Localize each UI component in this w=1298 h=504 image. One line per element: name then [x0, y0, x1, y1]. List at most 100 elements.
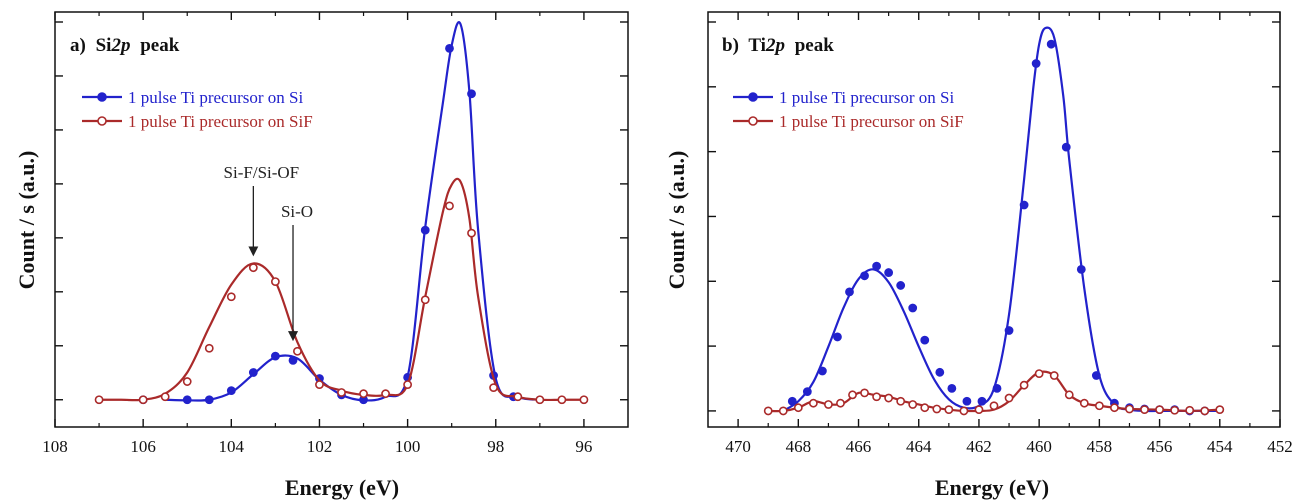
series-group — [763, 26, 1225, 416]
data-point — [1155, 405, 1164, 415]
series-line-2 — [99, 177, 584, 402]
y-axis-ticks — [708, 21, 1280, 412]
data-point — [1004, 326, 1014, 335]
data-point — [1004, 393, 1014, 403]
data-point — [787, 396, 797, 406]
data-point — [959, 406, 969, 416]
data-point — [1094, 401, 1104, 411]
data-point — [420, 295, 430, 305]
data-point — [288, 355, 298, 365]
data-point — [557, 395, 567, 405]
data-point — [989, 401, 999, 411]
series-line-2 — [768, 370, 1220, 413]
panel-title: b) Ti2p peak — [722, 35, 834, 56]
legend-marker — [97, 116, 107, 126]
data-point — [920, 403, 930, 413]
data-point — [337, 388, 346, 397]
x-axis-ticks: 470 468 466 464 462 460 458 456 454 452 — [725, 12, 1293, 456]
data-point — [1019, 380, 1029, 390]
data-point — [908, 303, 918, 313]
data-point — [270, 351, 280, 361]
x-tick-label: 96 — [575, 437, 592, 456]
data-point — [818, 366, 827, 376]
data-point — [535, 395, 545, 405]
data-point — [445, 43, 454, 53]
data-point — [1031, 59, 1041, 68]
data-point — [833, 332, 842, 342]
data-point — [1091, 371, 1101, 380]
legend-marker — [97, 92, 107, 102]
data-point — [947, 383, 957, 393]
series-group — [94, 21, 589, 405]
x-tick-label: 460 — [1026, 437, 1052, 456]
data-point — [824, 400, 833, 409]
data-point — [1076, 264, 1086, 274]
data-point — [977, 396, 987, 406]
data-point — [944, 405, 954, 415]
data-point — [845, 287, 854, 297]
legend-label: 1 pulse Ti precursor on SiF — [128, 112, 313, 131]
data-point — [467, 89, 476, 99]
y-axis-title: Count / s (a.u.) — [664, 151, 689, 290]
data-point — [778, 406, 788, 416]
series-line-1 — [782, 26, 1220, 413]
x-tick-label: 456 — [1147, 437, 1173, 456]
data-point — [94, 395, 104, 405]
data-point — [793, 403, 803, 413]
data-point — [226, 386, 236, 396]
data-point — [381, 389, 390, 399]
x-tick-label: 464 — [906, 437, 932, 456]
data-point — [138, 395, 148, 405]
data-point — [248, 368, 258, 377]
legend: 1 pulse Ti precursor on Si 1 pulse Ti pre… — [733, 88, 964, 131]
data-point — [445, 201, 454, 211]
x-tick-label: 462 — [966, 437, 992, 456]
data-point — [896, 281, 906, 290]
data-point — [293, 346, 302, 356]
data-point — [896, 396, 906, 406]
data-point — [489, 383, 498, 393]
annotation-label: Si-F/Si-OF — [224, 163, 300, 182]
data-point — [908, 400, 918, 409]
data-point — [1064, 390, 1074, 400]
data-point — [248, 263, 258, 273]
data-point — [1185, 405, 1195, 415]
data-point — [1079, 398, 1089, 408]
data-point — [763, 406, 773, 416]
data-point — [1215, 405, 1225, 415]
legend-marker — [748, 116, 758, 126]
data-point — [315, 380, 324, 389]
data-point — [1200, 406, 1210, 416]
panel-a-si2p-chart: 108 106 104 102 100 98 96 Si-F/Si-OF Si-O a) Si… — [14, 11, 629, 500]
data-point — [860, 271, 869, 281]
data-point — [1125, 404, 1134, 414]
data-point — [808, 398, 818, 408]
data-point — [270, 277, 280, 286]
data-point — [420, 225, 430, 235]
data-point — [920, 335, 930, 345]
data-point — [160, 392, 170, 402]
x-tick-label: 102 — [307, 437, 333, 456]
data-point — [579, 395, 589, 405]
x-tick-label: 454 — [1207, 437, 1233, 456]
data-point — [935, 367, 945, 377]
plot-frame — [54, 11, 629, 428]
data-point — [204, 343, 214, 353]
data-point — [359, 389, 368, 399]
x-tick-label: 108 — [42, 437, 68, 456]
legend: 1 pulse Ti precursor on Si 1 pulse Ti pre… — [82, 88, 313, 131]
data-point — [1049, 371, 1059, 380]
x-tick-label: 468 — [786, 437, 812, 456]
y-axis-ticks — [55, 21, 628, 401]
data-point — [1110, 403, 1119, 413]
data-point — [226, 292, 236, 302]
y-axis-title: Count / s (a.u.) — [14, 151, 39, 290]
data-point — [1034, 369, 1044, 378]
data-point — [884, 268, 894, 277]
data-point — [962, 396, 972, 406]
legend-label: 1 pulse Ti precursor on Si — [128, 88, 303, 107]
annotations-group: Si-F/Si-OF Si-O — [224, 163, 313, 342]
data-point — [802, 387, 812, 397]
x-tick-label: 104 — [219, 437, 245, 456]
